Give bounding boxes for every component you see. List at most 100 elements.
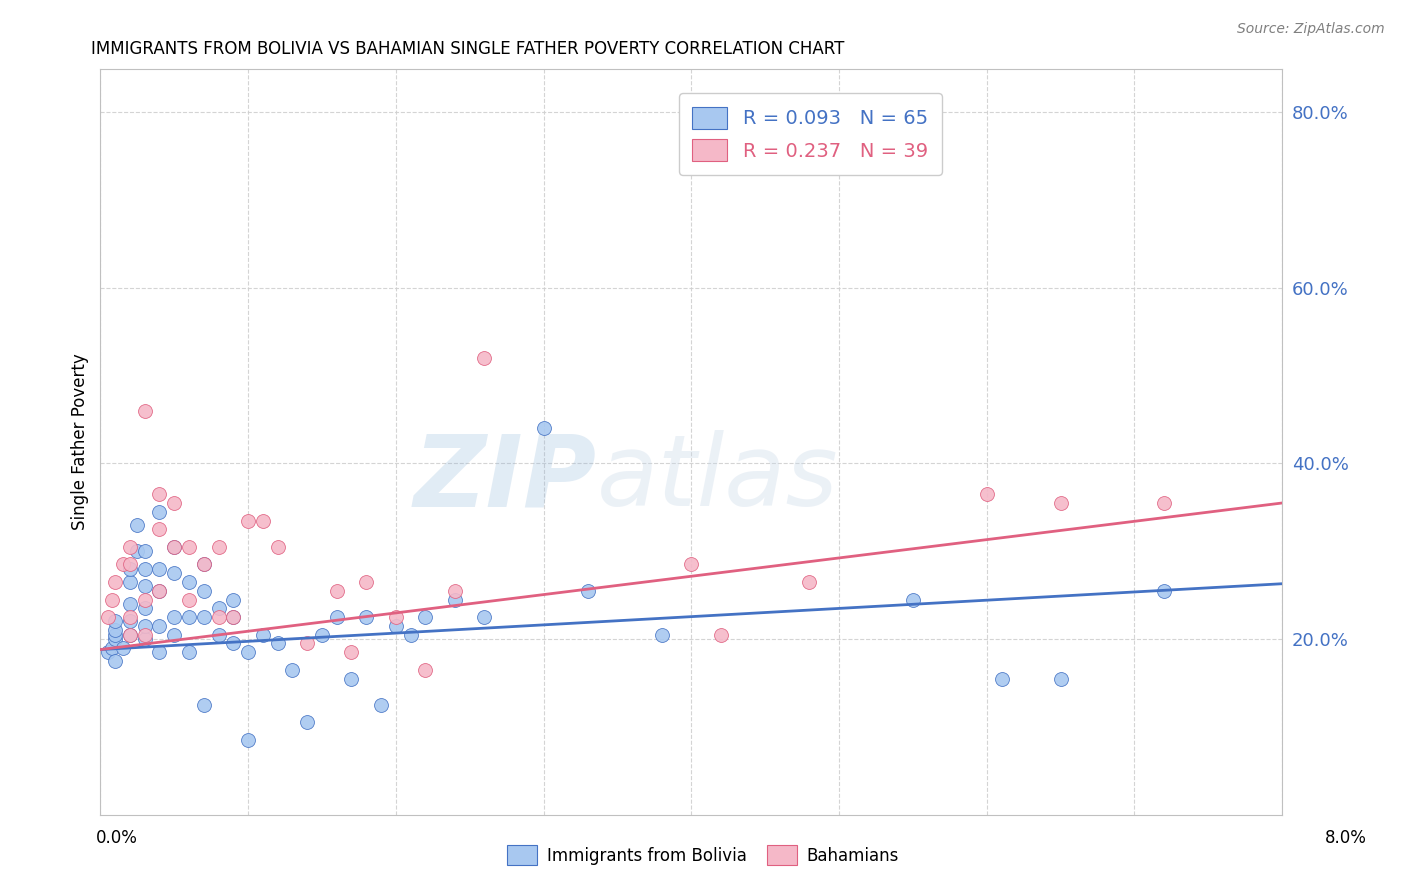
Point [356, 610, 378, 624]
Point [104, 627, 127, 641]
Point [118, 597, 141, 611]
Point [134, 579, 156, 593]
Point [148, 645, 170, 659]
Point [681, 558, 703, 572]
Point [134, 562, 156, 576]
Point [252, 514, 274, 528]
Point [104, 615, 127, 629]
Point [311, 627, 333, 641]
Point [222, 610, 245, 624]
Point [236, 514, 259, 528]
Point [163, 540, 186, 554]
Point [1153, 583, 1175, 598]
Point [193, 558, 215, 572]
Point [266, 636, 288, 650]
Point [370, 698, 392, 712]
Point [177, 610, 200, 624]
Point [222, 610, 245, 624]
Point [193, 583, 215, 598]
Point [148, 505, 170, 519]
Point [1153, 496, 1175, 510]
Point [148, 583, 170, 598]
Point [356, 574, 378, 589]
Point [127, 544, 149, 558]
Point [134, 404, 156, 418]
Point [104, 574, 127, 589]
Point [207, 601, 229, 615]
Point [148, 583, 170, 598]
Point [252, 627, 274, 641]
Point [111, 640, 134, 655]
Point [799, 574, 821, 589]
Text: ZIP: ZIP [413, 430, 596, 527]
Point [163, 627, 186, 641]
Point [118, 627, 141, 641]
Point [385, 610, 408, 624]
Legend: R = 0.093   N = 65, R = 0.237   N = 39: R = 0.093 N = 65, R = 0.237 N = 39 [679, 93, 942, 175]
Point [97, 610, 120, 624]
Point [651, 627, 673, 641]
Point [385, 619, 408, 633]
Point [97, 645, 120, 659]
Point [134, 619, 156, 633]
Point [134, 632, 156, 646]
Point [1049, 672, 1071, 686]
Point [104, 654, 127, 668]
Point [990, 672, 1012, 686]
Point [134, 627, 156, 641]
Point [177, 540, 200, 554]
Point [207, 540, 229, 554]
Y-axis label: Single Father Poverty: Single Father Poverty [72, 353, 89, 530]
Point [295, 715, 318, 730]
Point [118, 615, 141, 629]
Text: 8.0%: 8.0% [1324, 829, 1367, 847]
Point [163, 610, 186, 624]
Point [193, 698, 215, 712]
Point [222, 636, 245, 650]
Point [127, 517, 149, 532]
Point [415, 663, 437, 677]
Point [163, 496, 186, 510]
Point [177, 645, 200, 659]
Point [134, 544, 156, 558]
Point [101, 592, 124, 607]
Point [134, 592, 156, 607]
Point [118, 610, 141, 624]
Point [118, 540, 141, 554]
Point [399, 627, 422, 641]
Point [266, 540, 288, 554]
Point [415, 610, 437, 624]
Point [148, 487, 170, 501]
Point [148, 619, 170, 633]
Point [710, 627, 733, 641]
Point [111, 558, 134, 572]
Point [118, 562, 141, 576]
Point [148, 562, 170, 576]
Point [134, 601, 156, 615]
Point [340, 645, 363, 659]
Text: IMMIGRANTS FROM BOLIVIA VS BAHAMIAN SINGLE FATHER POVERTY CORRELATION CHART: IMMIGRANTS FROM BOLIVIA VS BAHAMIAN SING… [91, 40, 845, 58]
Point [177, 574, 200, 589]
Point [207, 610, 229, 624]
Point [163, 566, 186, 581]
Point [474, 610, 496, 624]
Point [295, 636, 318, 650]
Point [104, 632, 127, 646]
Text: 0.0%: 0.0% [96, 829, 138, 847]
Point [207, 627, 229, 641]
Point [163, 540, 186, 554]
Point [101, 640, 124, 655]
Point [976, 487, 998, 501]
Text: Source: ZipAtlas.com: Source: ZipAtlas.com [1237, 22, 1385, 37]
Point [325, 610, 347, 624]
Point [118, 558, 141, 572]
Point [118, 627, 141, 641]
Point [193, 610, 215, 624]
Point [177, 592, 200, 607]
Point [533, 421, 555, 435]
Point [340, 672, 363, 686]
Point [901, 592, 924, 607]
Point [104, 624, 127, 638]
Point [444, 592, 467, 607]
Point [236, 645, 259, 659]
